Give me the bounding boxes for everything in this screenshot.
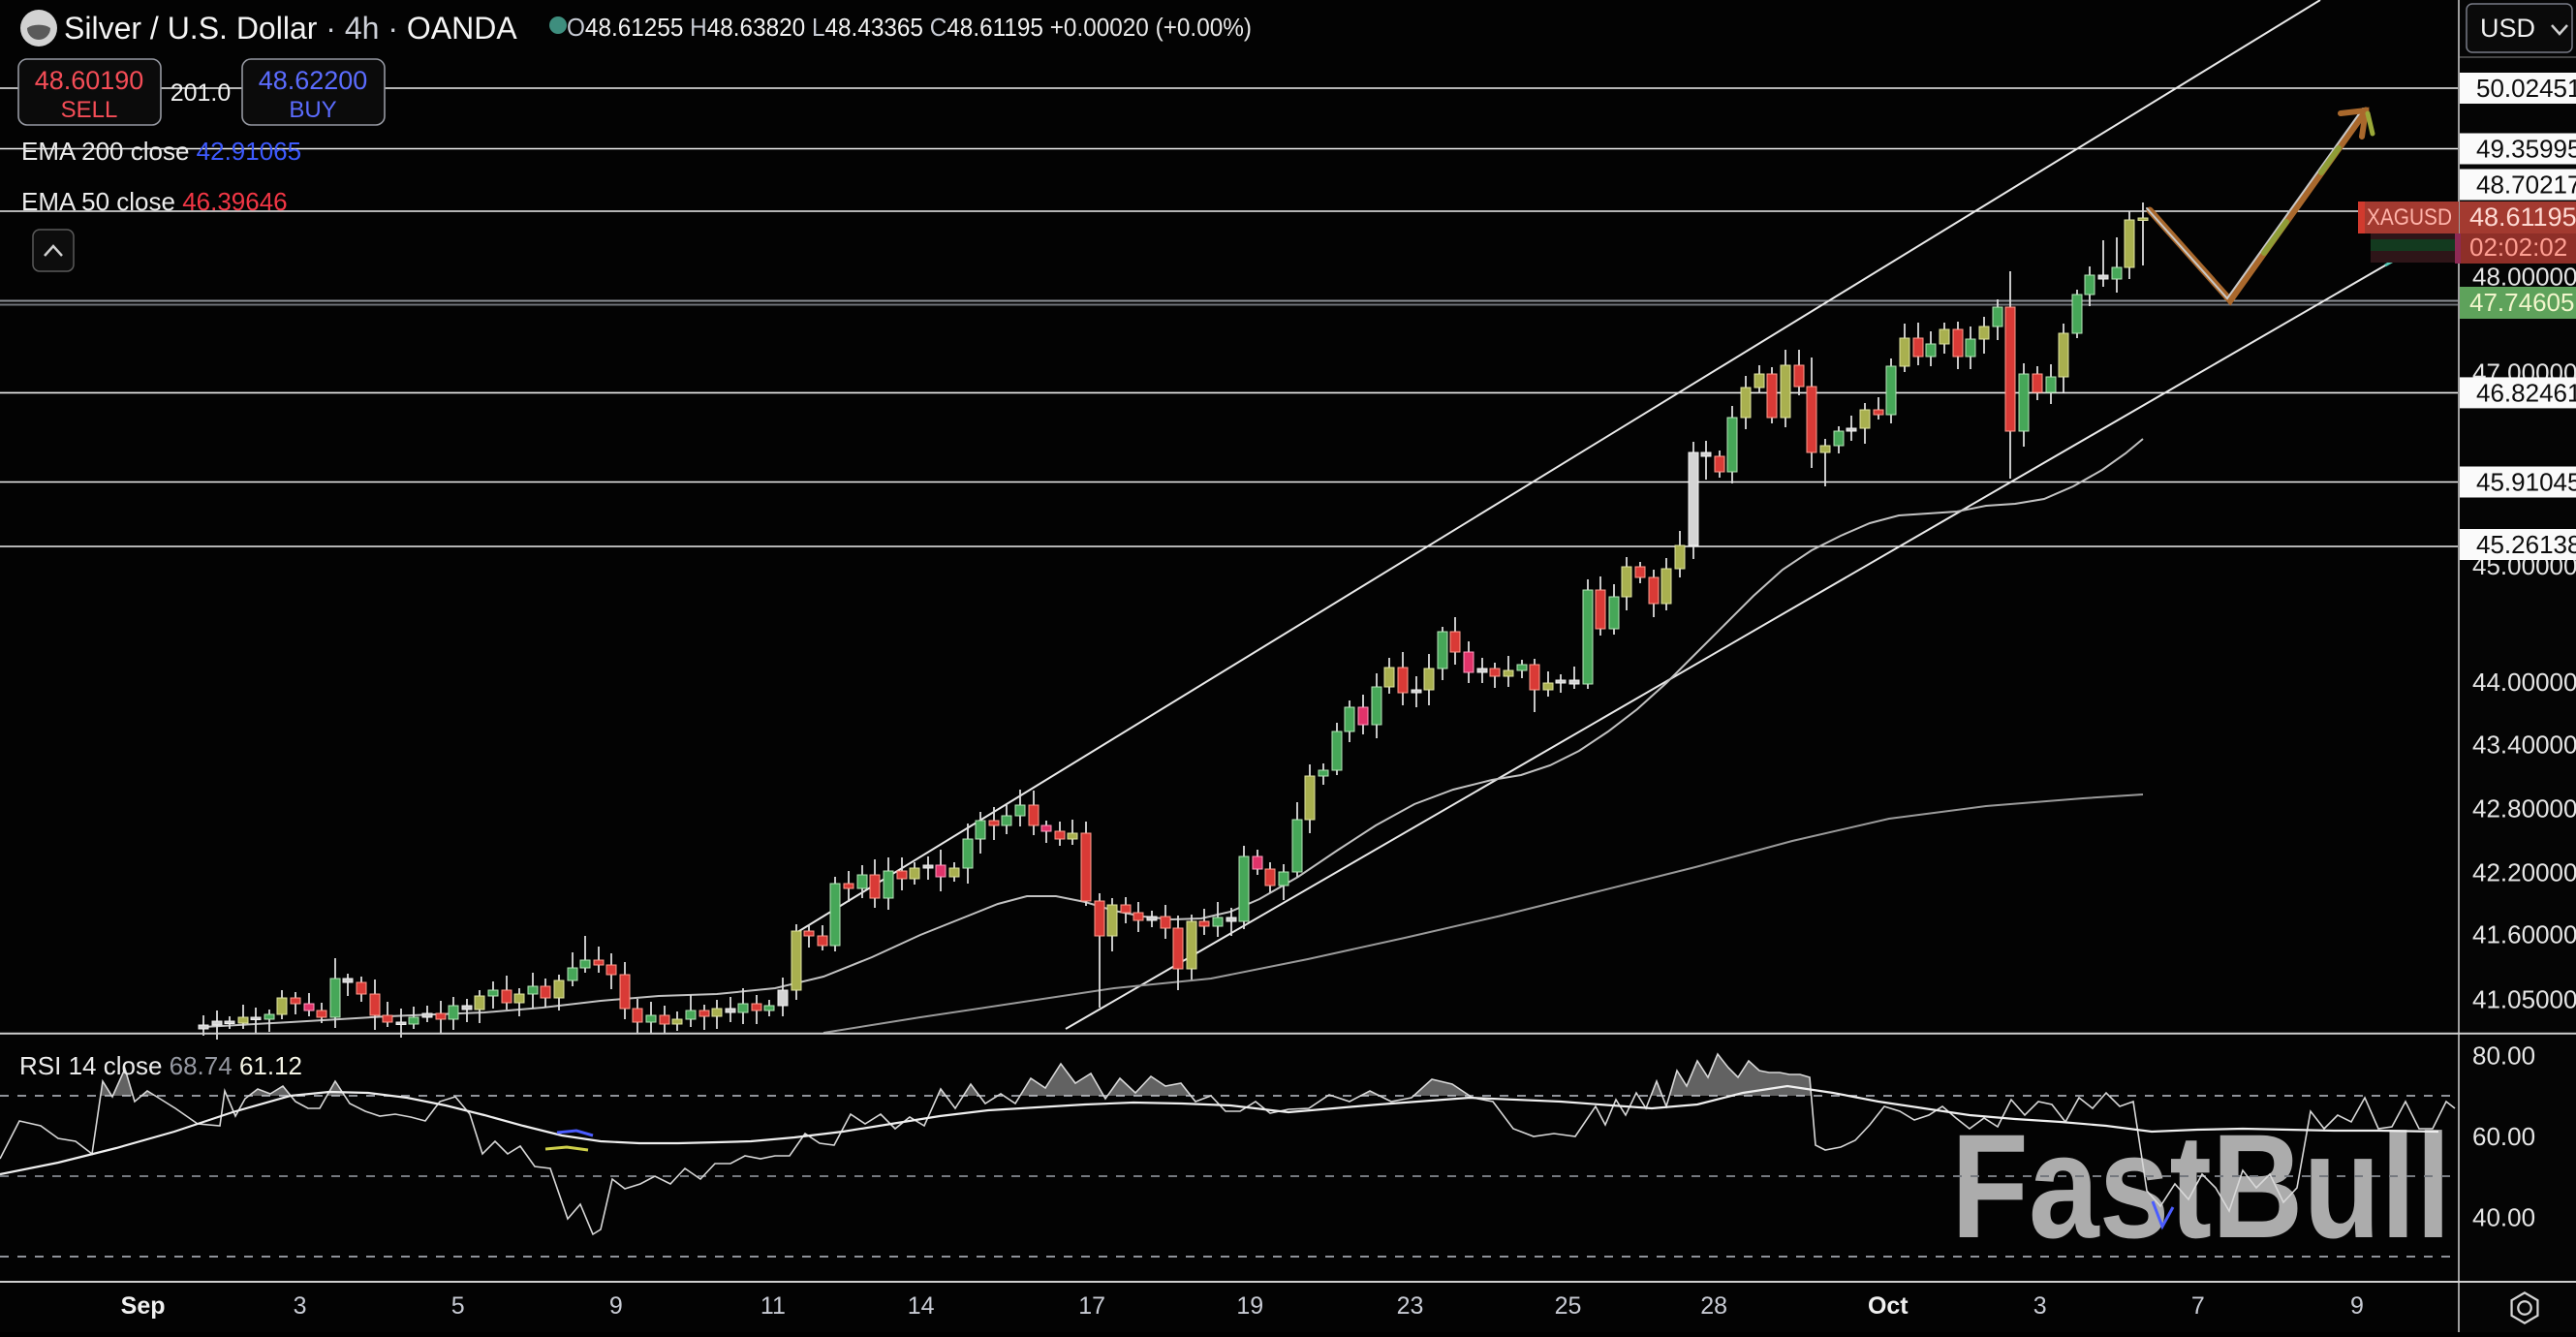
svg-text:45.91045: 45.91045 — [2476, 468, 2576, 497]
svg-text:Sep: Sep — [121, 1292, 166, 1320]
svg-text:48.70217: 48.70217 — [2476, 171, 2576, 200]
svg-text:23: 23 — [1397, 1292, 1424, 1320]
svg-text:50.02451: 50.02451 — [2476, 74, 2576, 103]
svg-text:45.26138: 45.26138 — [2476, 530, 2576, 559]
svg-text:19: 19 — [1236, 1292, 1263, 1320]
svg-text:5: 5 — [451, 1292, 465, 1320]
svg-text:EMA 50 close 46.39646: EMA 50 close 46.39646 — [21, 187, 288, 216]
svg-text:3: 3 — [294, 1292, 307, 1320]
svg-text:44.00000: 44.00000 — [2472, 668, 2576, 697]
svg-text:201.0: 201.0 — [171, 79, 232, 107]
svg-text:49.35995: 49.35995 — [2476, 135, 2576, 164]
svg-text:28: 28 — [1700, 1292, 1727, 1320]
svg-text:17: 17 — [1078, 1292, 1105, 1320]
svg-text:02:02:02: 02:02:02 — [2469, 233, 2567, 262]
svg-text:48.00000: 48.00000 — [2472, 263, 2576, 292]
svg-text:SELL: SELL — [61, 97, 118, 123]
svg-text:RSI 14 close 68.74 61.12: RSI 14 close 68.74 61.12 — [19, 1051, 302, 1080]
svg-text:3: 3 — [2033, 1292, 2047, 1320]
svg-text:41.60000: 41.60000 — [2472, 920, 2576, 949]
svg-text:60.00: 60.00 — [2472, 1122, 2535, 1151]
svg-text:43.40000: 43.40000 — [2472, 731, 2576, 760]
svg-text:40.00: 40.00 — [2472, 1203, 2535, 1232]
svg-text:7: 7 — [2191, 1292, 2205, 1320]
svg-text:48.62200: 48.62200 — [259, 66, 368, 95]
svg-text:Oct: Oct — [1868, 1292, 1909, 1320]
svg-text:48.61195: 48.61195 — [2469, 202, 2576, 232]
svg-text:9: 9 — [609, 1292, 623, 1320]
svg-text:EMA 200 close 42.91065: EMA 200 close 42.91065 — [21, 137, 301, 166]
svg-text:BUY: BUY — [289, 97, 336, 123]
svg-text:11: 11 — [760, 1292, 786, 1320]
svg-text:41.05000: 41.05000 — [2472, 985, 2576, 1014]
svg-text:14: 14 — [908, 1292, 935, 1320]
svg-text:47.74605: 47.74605 — [2469, 288, 2574, 317]
svg-text:USD: USD — [2480, 14, 2535, 43]
svg-text:48.60190: 48.60190 — [35, 66, 144, 95]
svg-text:XAGUSD: XAGUSD — [2367, 204, 2452, 231]
svg-text:42.80000: 42.80000 — [2472, 794, 2576, 824]
svg-text:25: 25 — [1555, 1292, 1582, 1320]
svg-text:46.82461: 46.82461 — [2476, 378, 2576, 407]
svg-text:O48.61255 H48.63820 L48.4336: O48.61255 H48.63820 L48.43365 C48.61195 … — [567, 13, 1252, 42]
svg-text:9: 9 — [2350, 1292, 2364, 1320]
svg-text:42.20000: 42.20000 — [2472, 858, 2576, 887]
svg-text:FastBull: FastBull — [1951, 1104, 2451, 1269]
svg-text:80.00: 80.00 — [2472, 1042, 2535, 1071]
svg-text:Silver / U.S. Dollar · 4h · OA: Silver / U.S. Dollar · 4h · OANDA — [64, 11, 517, 46]
